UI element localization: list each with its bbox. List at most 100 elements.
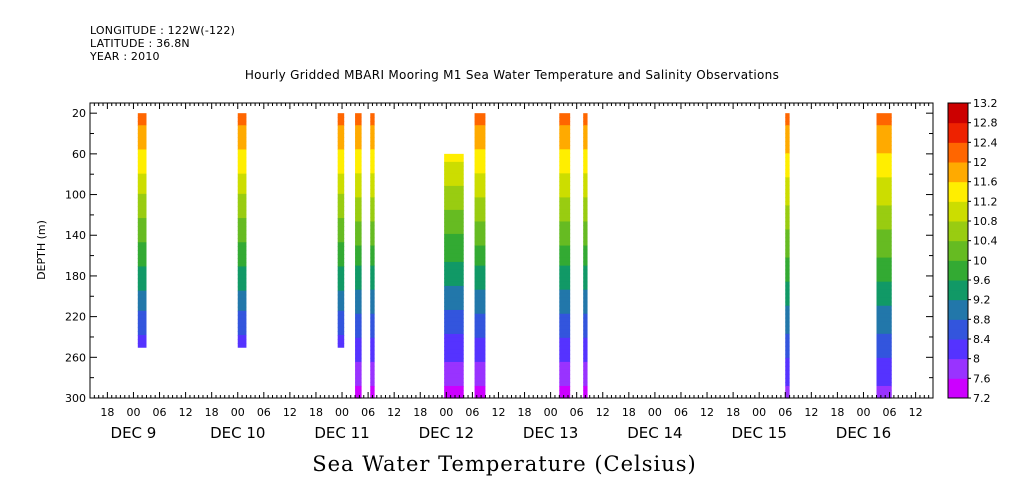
column-cell: [337, 234, 345, 239]
column-cell: [237, 133, 247, 138]
column-cell: [137, 125, 147, 130]
column-cell: [370, 173, 375, 178]
column-cell: [474, 197, 486, 203]
column-cell: [370, 149, 375, 154]
column-cell: [137, 145, 147, 151]
column-cell: [474, 193, 486, 199]
column-cell: [876, 305, 892, 311]
column-cell: [559, 389, 571, 395]
column-cell: [785, 217, 790, 223]
x-day-label: DEC 9: [111, 424, 157, 442]
column-cell: [355, 241, 362, 247]
column-cell: [474, 377, 486, 383]
column-cell: [876, 225, 892, 231]
column-cell: [559, 249, 571, 255]
column-cell: [583, 169, 588, 174]
column-cell: [337, 149, 345, 155]
column-cell: [355, 213, 362, 219]
column-cell: [474, 149, 486, 154]
column-cell: [474, 357, 486, 363]
column-cell: [370, 157, 375, 162]
column-cell: [137, 254, 147, 259]
column-cell: [785, 333, 790, 339]
column-cell: [444, 313, 464, 319]
column-cell: [137, 290, 147, 296]
column-cell: [785, 357, 790, 363]
column-cell: [444, 193, 464, 199]
column-cell: [559, 233, 571, 239]
column-cell: [876, 193, 892, 199]
column-cell: [337, 314, 345, 320]
y-tick-label: 100: [65, 189, 86, 202]
column-cell: [337, 298, 345, 304]
column-cell: [444, 245, 464, 251]
column-cell: [785, 233, 790, 239]
column-cell: [444, 177, 464, 183]
column-cell: [337, 274, 345, 280]
column-cell: [559, 201, 571, 207]
column-cell: [559, 381, 571, 387]
column-cell: [444, 357, 464, 363]
x-hour-label: 12: [387, 406, 401, 419]
column-cell: [785, 297, 790, 303]
column-cell: [237, 262, 247, 268]
column-cell: [876, 125, 892, 130]
column-cell: [583, 313, 588, 319]
column-cell: [137, 322, 147, 328]
column-cell: [876, 237, 892, 243]
column-cell: [559, 193, 571, 199]
column-cell: [583, 365, 588, 371]
column-cell: [137, 214, 147, 219]
column-cell: [876, 129, 892, 134]
column-cell: [137, 302, 147, 308]
column-cell: [355, 113, 362, 118]
column-cell: [785, 161, 790, 166]
column-cell: [137, 185, 147, 191]
column-cell: [370, 333, 375, 339]
column-cell: [370, 249, 375, 255]
column-cell: [337, 310, 345, 316]
column-cell: [559, 125, 571, 130]
column-cell: [583, 137, 588, 142]
column-cell: [337, 302, 345, 308]
column-cell: [559, 373, 571, 379]
colorbar-swatch: [948, 260, 968, 271]
column-cell: [370, 185, 375, 190]
column-cell: [876, 313, 892, 319]
column-cell: [355, 153, 362, 158]
column-cell: [474, 385, 486, 391]
column-cell: [237, 314, 247, 320]
column-cell: [876, 169, 892, 174]
column-cell: [785, 345, 790, 351]
column-cell: [559, 213, 571, 219]
column-cell: [876, 157, 892, 162]
column-cell: [355, 165, 362, 170]
column-cell: [370, 269, 375, 275]
column-cell: [474, 273, 486, 279]
column-cell: [583, 225, 588, 231]
column-cell: [337, 113, 345, 118]
column-cell: [355, 169, 362, 174]
column-cell: [355, 333, 362, 339]
colorbar-label: 10: [973, 254, 987, 267]
plot-frame: [89, 102, 934, 399]
column-cell: [444, 257, 464, 263]
x-hour-label: 06: [361, 406, 375, 419]
column-cell: [559, 173, 571, 178]
column-cell: [444, 281, 464, 287]
column-cell: [474, 389, 486, 395]
column-cell: [559, 317, 571, 323]
data-column-2: [237, 113, 247, 348]
colorbar-swatch: [948, 280, 968, 291]
column-cell: [876, 233, 892, 239]
column-cell: [785, 385, 790, 391]
colorbar-swatch: [948, 339, 968, 350]
column-cell: [583, 361, 588, 367]
column-cell: [337, 117, 345, 122]
column-cell: [876, 273, 892, 279]
column-cell: [355, 289, 362, 295]
column-cell: [370, 133, 375, 138]
column-cell: [337, 222, 345, 227]
column-cell: [137, 201, 147, 207]
column-cell: [785, 269, 790, 275]
